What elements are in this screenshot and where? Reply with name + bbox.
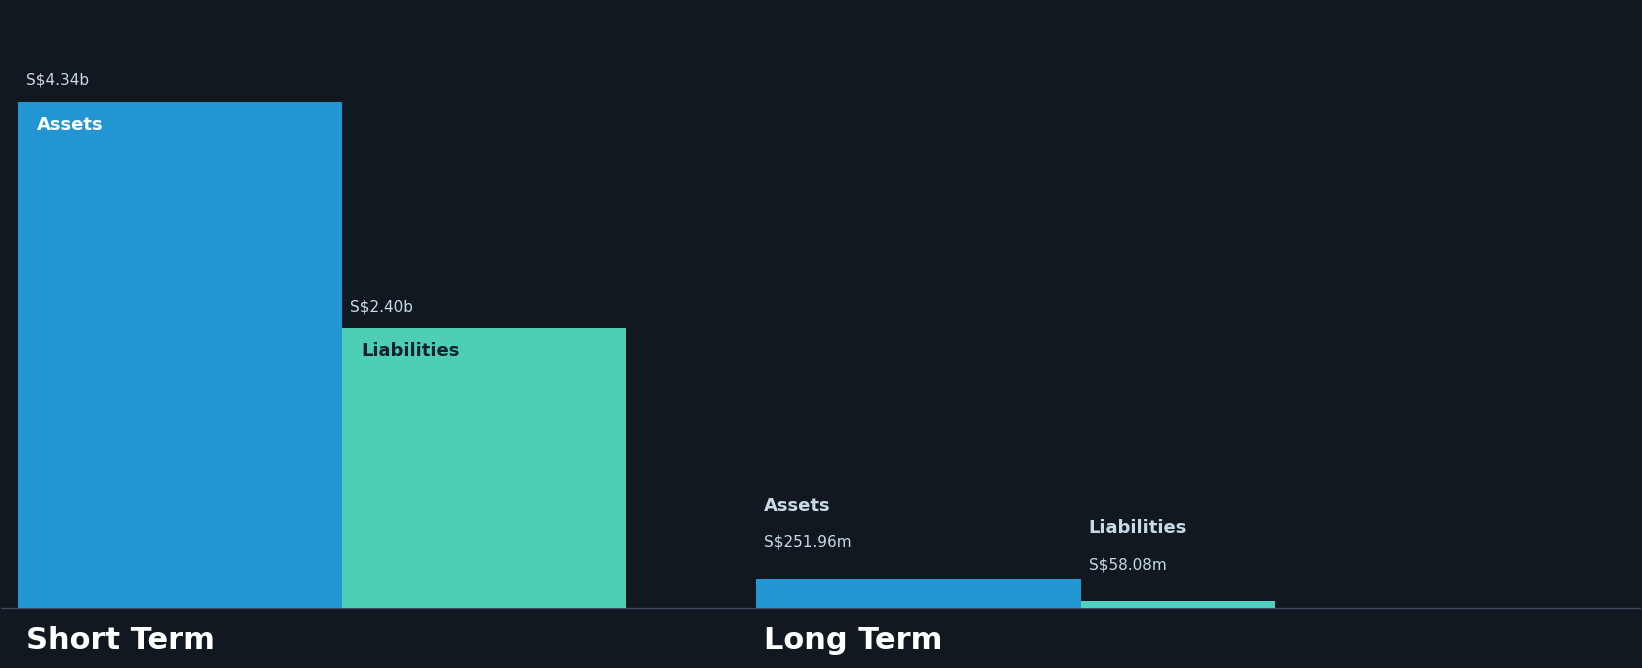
- FancyBboxPatch shape: [755, 579, 1080, 609]
- Text: S$4.34b: S$4.34b: [26, 73, 89, 88]
- Text: Short Term: Short Term: [26, 626, 215, 655]
- Text: Assets: Assets: [38, 116, 103, 134]
- FancyBboxPatch shape: [1080, 601, 1276, 609]
- FancyBboxPatch shape: [342, 328, 626, 609]
- Text: Liabilities: Liabilities: [1089, 519, 1187, 537]
- Text: S$2.40b: S$2.40b: [350, 299, 414, 314]
- Text: Liabilities: Liabilities: [361, 342, 460, 360]
- Text: Assets: Assets: [764, 497, 831, 514]
- Text: S$58.08m: S$58.08m: [1089, 557, 1166, 572]
- FancyBboxPatch shape: [18, 102, 342, 609]
- Text: Long Term: Long Term: [764, 626, 943, 655]
- Text: S$251.96m: S$251.96m: [764, 534, 852, 550]
